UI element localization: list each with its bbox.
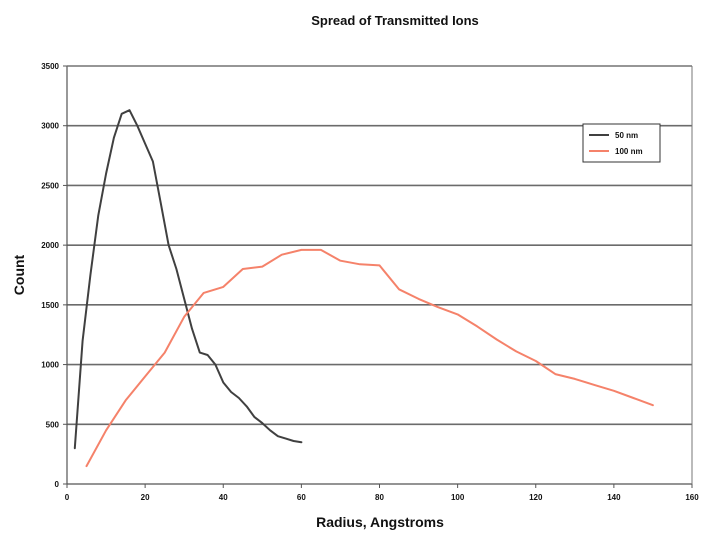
legend: 50 nm 100 nm (582, 123, 661, 163)
x-axis-label: Radius, Angstroms (316, 514, 444, 530)
legend-box (582, 123, 661, 163)
tick-labels: 0 500 1000 1500 2000 2500 3000 3500 0 20 40 60 80 100… (41, 62, 699, 502)
x-tick-label: 120 (529, 493, 543, 502)
x-tick-label: 0 (65, 493, 70, 502)
legend-label-2: 100 nm (615, 147, 643, 156)
x-tick-label: 140 (607, 493, 621, 502)
y-tick-label: 0 (55, 480, 60, 489)
series-line-1 (73, 109, 303, 450)
y-tick-label: 1500 (41, 301, 59, 310)
y-tick-label: 3500 (41, 62, 59, 71)
legend-label-1: 50 nm (615, 131, 638, 140)
y-tick-label: 2000 (41, 241, 59, 250)
y-tick-label: 1000 (41, 361, 59, 370)
series-line-2 (85, 248, 654, 468)
series-layer (73, 109, 654, 468)
x-tick-label: 60 (297, 493, 306, 502)
y-tick-label: 2500 (41, 181, 59, 190)
y-tick-label: 500 (46, 420, 60, 429)
y-axis-label: Count (11, 254, 27, 295)
x-tick-label: 20 (141, 493, 150, 502)
chart-title: Spread of Transmitted Ions (311, 13, 479, 28)
x-tick-label: 80 (375, 493, 384, 502)
x-tick-label: 160 (685, 493, 699, 502)
grid-lines (67, 65, 692, 426)
x-tick-label: 40 (219, 493, 228, 502)
y-tick-label: 3000 (41, 122, 59, 131)
x-tick-label: 100 (451, 493, 465, 502)
